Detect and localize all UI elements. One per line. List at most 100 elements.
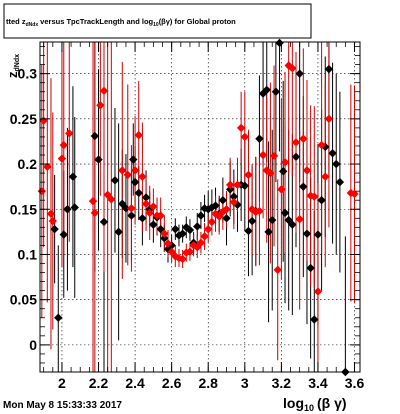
- y-tick-label: 0.05: [10, 292, 37, 308]
- data-point-red: [196, 238, 206, 247]
- y-tick-labels: 0 0.05 0.1 0.15 0.2 0.25 0.3: [10, 66, 37, 353]
- data-point-black: [284, 215, 293, 225]
- data-point-black: [280, 208, 290, 218]
- title-mid: versus TpcTrackLength and log: [38, 17, 153, 26]
- data-point-black: [138, 214, 147, 223]
- data-point-black: [54, 313, 63, 322]
- data-point-black: [299, 182, 308, 191]
- data-point-black: [247, 216, 257, 226]
- data-point-red: [43, 162, 52, 171]
- x-tick-label: 2.2: [89, 375, 109, 391]
- data-point-black: [63, 205, 72, 214]
- data-point-black: [160, 233, 169, 243]
- y-tick-label: 0.15: [10, 201, 37, 217]
- data-point-red: [118, 166, 127, 175]
- x-axis-title-sub: 10: [304, 403, 314, 413]
- data-point-red: [48, 216, 57, 226]
- data-point-red: [233, 180, 242, 190]
- data-point-black: [129, 155, 138, 164]
- data-point-black: [288, 220, 297, 229]
- data-point-black: [233, 200, 242, 209]
- data-point-black: [149, 220, 158, 229]
- data-point-red: [288, 64, 297, 73]
- data-point-red: [317, 140, 326, 150]
- data-point-red: [99, 86, 109, 96]
- data-point-red: [134, 130, 143, 140]
- data-point-red: [277, 185, 286, 194]
- data-point-red: [236, 123, 246, 133]
- x-axis-title-suffix: (β γ): [317, 395, 347, 411]
- data-point-red: [103, 190, 112, 199]
- data-point-black: [332, 159, 341, 169]
- data-point-black: [185, 225, 195, 235]
- data-point-black: [313, 230, 323, 239]
- data-point-red: [178, 254, 187, 264]
- y-tick-label: 0.25: [10, 111, 37, 127]
- data-point-black: [59, 230, 68, 239]
- x-tick-label: 3.4: [308, 375, 328, 391]
- data-point-black: [68, 172, 78, 181]
- data-point-black: [110, 176, 120, 185]
- data-point-red: [65, 129, 74, 138]
- data-point-red: [107, 195, 116, 204]
- data-point-red: [291, 138, 301, 147]
- x-tick-label: 3.6: [345, 375, 365, 391]
- title-frame: [3, 3, 312, 39]
- x-axis-title-main: log: [283, 395, 304, 411]
- data-point-black: [207, 203, 217, 212]
- y-axis-title: zdNdx: [5, 54, 21, 78]
- data-point-black: [317, 196, 326, 205]
- data-point-black: [271, 87, 281, 96]
- data-point-black: [229, 192, 239, 201]
- data-point-black: [306, 263, 315, 273]
- data-point-black: [211, 201, 220, 210]
- data-point-black: [240, 181, 249, 190]
- data-point-black: [141, 193, 151, 202]
- data-point-black: [324, 64, 334, 74]
- data-point-red: [185, 247, 195, 256]
- footer-timestamp: Mon May 8 15:33:33 2017: [3, 400, 122, 411]
- data-point-red: [149, 202, 158, 211]
- x-tick-label: 2.8: [198, 375, 218, 391]
- data-point-black: [310, 315, 319, 324]
- x-tick-labels: 2 2.2 2.4 2.6 2.8 3 3.2 3.4 3.6: [58, 375, 364, 391]
- data-point-black: [90, 131, 100, 141]
- data-point-red: [127, 204, 136, 213]
- data-point-black: [295, 69, 304, 78]
- data-point-red: [269, 151, 279, 161]
- data-point-black: [130, 177, 140, 187]
- data-point-red: [255, 206, 264, 216]
- data-point-red: [193, 243, 202, 252]
- x-tick-label: 3: [241, 375, 249, 391]
- data-point-red: [207, 217, 217, 227]
- data-point-red: [222, 205, 231, 214]
- data-point-red: [123, 170, 132, 180]
- data-point-red: [46, 209, 56, 218]
- data-point-red: [299, 134, 308, 143]
- data-point-black: [222, 214, 231, 223]
- data-point-black: [121, 204, 131, 213]
- x-tick-label: 2.4: [125, 375, 145, 391]
- data-point-red: [324, 114, 334, 124]
- y-axis-title-sub: dNdx: [14, 54, 21, 72]
- x-tick-label: 2.6: [162, 375, 182, 391]
- data-point-red: [96, 101, 105, 110]
- markers: [37, 38, 359, 377]
- data-point-black: [196, 211, 206, 220]
- title-prefix: tted z: [6, 17, 26, 26]
- data-point-red: [350, 189, 359, 199]
- data-point-red: [204, 224, 213, 234]
- axis-ticks: [40, 42, 360, 372]
- data-point-red: [59, 140, 68, 150]
- title-sub-log: 10: [153, 22, 159, 28]
- data-point-black: [321, 142, 330, 152]
- y-tick-label: 0.1: [18, 246, 38, 262]
- data-point-black: [302, 229, 312, 238]
- data-point-red: [130, 166, 140, 175]
- data-point-red: [229, 197, 239, 207]
- data-point-black: [193, 222, 202, 231]
- y-tick-label: 0: [29, 337, 37, 353]
- data-point-black: [275, 38, 284, 48]
- y-tick-label: 0.2: [18, 156, 38, 172]
- x-axis-title: log10 (β γ): [283, 395, 347, 413]
